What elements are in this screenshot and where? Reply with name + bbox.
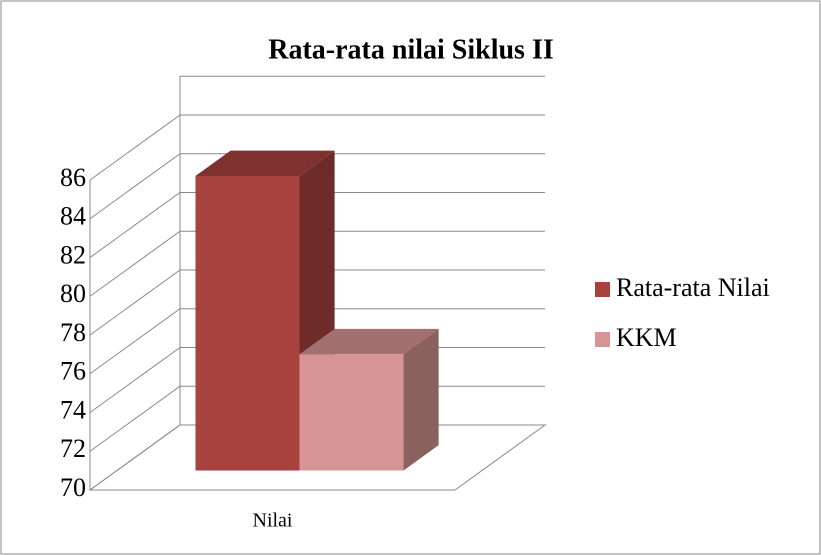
bar — [299, 354, 404, 471]
y-tick-label: 80 — [60, 279, 86, 308]
y-tick-label: 72 — [60, 434, 86, 463]
bar — [195, 176, 300, 471]
y-tick-label: 70 — [60, 473, 86, 502]
y-tick-label: 86 — [60, 163, 86, 192]
y-tick-label: 84 — [60, 202, 86, 231]
grid-line — [89, 114, 545, 181]
legend-swatch — [595, 282, 610, 297]
y-tick-label: 76 — [60, 357, 86, 386]
bar-side — [403, 328, 439, 471]
chart-title: Rata-rata nilai Siklus II — [268, 34, 554, 65]
grid-line — [89, 192, 545, 258]
legend-label: Rata-rata Nilai — [616, 273, 770, 302]
grid-line — [89, 153, 545, 220]
bar-top — [299, 328, 439, 355]
y-tick-label: 82 — [60, 240, 86, 269]
y-tick-label: 78 — [60, 318, 86, 347]
y-tick-label: 74 — [60, 395, 86, 424]
grid-line — [89, 230, 545, 297]
legend-label: KKM — [616, 323, 677, 352]
legend-swatch — [595, 332, 610, 347]
x-tick-label: Nilai — [253, 510, 293, 532]
grid-line — [89, 269, 545, 336]
grid-line — [89, 308, 545, 375]
bar-top — [195, 150, 335, 176]
